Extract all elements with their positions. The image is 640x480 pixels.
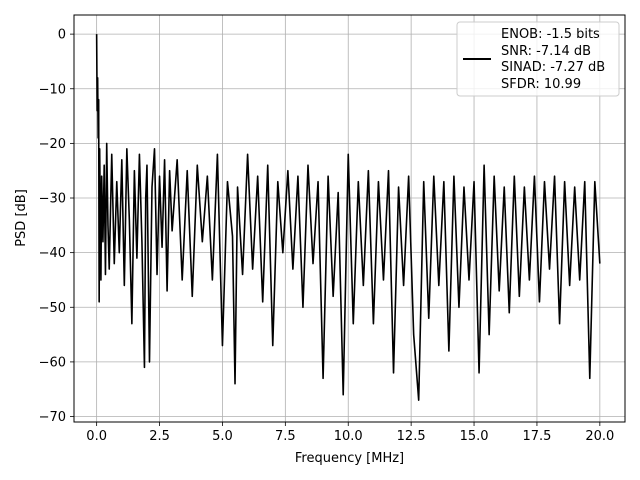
x-tick-label: 5.0	[212, 429, 233, 444]
y-tick-label: −60	[39, 355, 66, 370]
plot-area	[95, 34, 601, 401]
x-tick-label: 20.0	[585, 429, 614, 444]
x-tick-label: 0.0	[86, 429, 107, 444]
x-tick-label: 15.0	[460, 429, 489, 444]
y-tick-label: −40	[39, 246, 66, 261]
legend-box	[456, 21, 620, 97]
y-axis-ticks: 0 −10 −20 −30 −40 −50 −60 −70	[39, 28, 74, 425]
x-axis-label: Frequency [MHz]	[295, 451, 404, 466]
y-tick-label: −10	[39, 82, 66, 97]
x-tick-label: 2.5	[149, 429, 170, 444]
y-tick-label: −70	[39, 410, 66, 425]
y-tick-label: −50	[39, 301, 66, 316]
x-tick-label: 12.5	[397, 429, 426, 444]
legend: ENOB: -1.5 bits SNR: -7.14 dB SINAD: -7.…	[456, 21, 620, 97]
legend-entry-enob: ENOB: -1.5 bits	[501, 27, 600, 42]
psd-series-line	[95, 34, 601, 401]
y-tick-label: 0	[58, 28, 66, 43]
plot-frame	[73, 14, 626, 423]
legend-entry-sinad: SINAD: -7.27 dB	[501, 60, 605, 75]
x-axis-ticks: 0.0 2.5 5.0 7.5 10.0 12.5 15.0 17.5 20.0	[86, 422, 614, 444]
y-tick-label: −20	[39, 137, 66, 152]
legend-entry-snr: SNR: -7.14 dB	[501, 44, 591, 59]
series-group	[95, 34, 601, 401]
x-tick-label: 17.5	[522, 429, 551, 444]
legend-entry-sfdr: SFDR: 10.99	[501, 77, 581, 92]
y-tick-label: −30	[39, 192, 66, 207]
x-tick-label: 10.0	[334, 429, 363, 444]
x-tick-label: 7.5	[275, 429, 296, 444]
y-axis-label: PSD [dB]	[14, 189, 29, 247]
